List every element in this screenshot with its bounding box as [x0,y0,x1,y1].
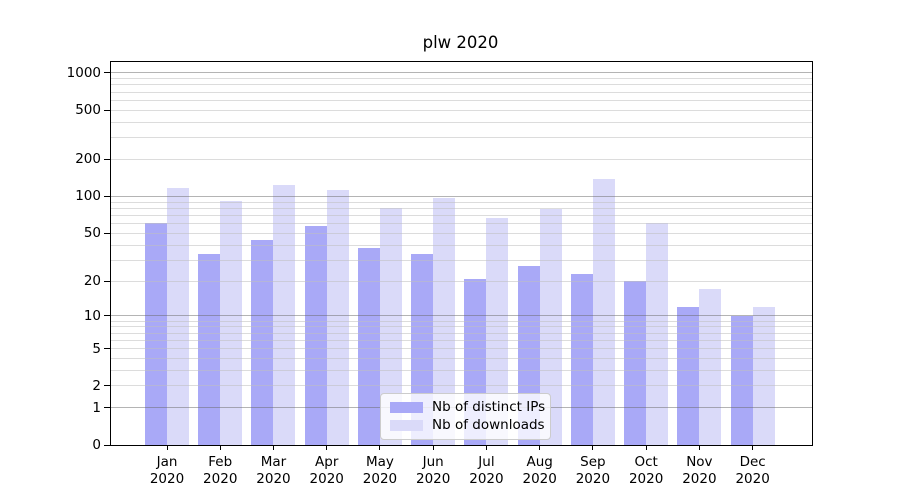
x-tick-may [379,445,381,450]
x-tick-jan [166,445,168,450]
y-tick-50 [104,232,111,234]
minor-gridline-90 [111,201,812,203]
y-tick-500 [104,109,111,111]
y-tick-1 [104,407,111,409]
distinct-ips-bar-dec [730,315,753,445]
x-tick-nov [698,445,700,450]
x-tick-mar [272,445,274,450]
downloads-bar-oct [646,222,669,445]
x-tick-jul [485,445,487,450]
downloads-bar-sep [592,178,615,445]
y-tick-0 [104,444,111,446]
minor-gridline-40 [111,244,812,246]
x-tick-label-oct: Oct 2020 [628,454,664,487]
distinct-ips-bar-apr [304,226,327,445]
y-tick-label-200: 200 [75,151,101,168]
minor-gridline-900 [111,78,812,80]
x-tick-label-apr: Apr 2020 [309,454,344,487]
x-tick-label-jan: Jan 2020 [149,454,185,487]
x-tick-label-feb: Feb 2020 [203,454,238,487]
x-tick-label-sep: Sep 2020 [575,454,611,487]
x-tick-label-jul: Jul 2020 [469,454,504,487]
legend-label-downloads: Nb of downloads [432,417,545,433]
x-tick-label-may: May 2020 [362,454,398,487]
y-tick-10 [104,315,111,317]
downloads-bar-nov [699,289,722,445]
minor-gridline-50 [111,232,812,234]
y-tick-100 [104,195,111,197]
chart-title: plw 2020 [422,33,499,52]
downloads-bar-feb [220,200,243,445]
minor-gridline-700 [111,91,812,93]
x-tick-jun [432,445,434,450]
downloads-bar-dec [752,306,775,445]
x-tick-label-dec: Dec 2020 [735,454,770,487]
y-tick-label-100: 100 [75,188,101,205]
x-tick-apr [326,445,328,450]
x-tick-label-nov: Nov 2020 [682,454,717,487]
plot-area: Nb of distinct IPs Nb of downloads Jan 20… [67,61,813,487]
distinct-ips-bar-sep [570,273,593,445]
y-tick-label-1: 1 [92,399,101,416]
legend: Nb of distinct IPs Nb of downloads [380,393,551,440]
minor-gridline-500 [111,109,812,111]
x-tick-label-jun: Jun 2020 [416,454,451,487]
y-tick-label-2: 2 [92,377,101,394]
minor-gridline-400 [111,121,812,123]
y-tick-label-5: 5 [92,340,101,357]
distinct-ips-bar-jan [145,222,167,445]
minor-gridline-300 [111,137,812,139]
x-tick-feb [219,445,221,450]
x-tick-dec [752,445,754,450]
legend-swatch-downloads [390,420,423,431]
y-tick-label-0: 0 [92,437,101,453]
minor-gridline-80 [111,207,812,209]
y-tick-label-20: 20 [83,273,101,290]
downloads-bar-jul [486,217,509,445]
x-tick-aug [539,445,541,450]
y-tick-label-1000: 1000 [66,64,101,81]
x-tick-sep [592,445,594,450]
downloads-bar-mar [273,184,296,445]
minor-gridline-60 [111,223,812,225]
minor-gridline-70 [111,214,812,216]
legend-item-distinct-ips: Nb of distinct IPs [381,400,550,415]
y-tick-label-10: 10 [83,307,101,324]
distinct-ips-bar-may [357,247,380,445]
distinct-ips-bar-nov [677,306,700,445]
distinct-ips-bar-oct [624,281,647,445]
legend-item-downloads: Nb of downloads [381,418,550,433]
minor-gridline-600 [111,99,812,101]
legend-swatch-distinct-ips [390,402,423,413]
minor-gridline-200 [111,158,812,160]
y-tick-1000 [104,72,111,74]
major-gridline-100 [111,195,812,197]
x-tick-label-aug: Aug 2020 [522,454,557,487]
y-tick-label-50: 50 [83,225,101,242]
x-tick-oct [645,445,647,450]
minor-gridline-800 [111,84,812,86]
y-tick-200 [104,158,111,160]
y-tick-20 [104,280,111,282]
downloads-bar-jan [167,188,189,445]
downloads-bar-apr [326,189,349,445]
major-gridline-1000 [111,72,812,74]
distinct-ips-bar-feb [198,253,221,445]
y-tick-2 [104,385,111,387]
y-tick-label-500: 500 [75,102,101,119]
y-tick-5 [104,348,111,349]
legend-label-distinct-ips: Nb of distinct IPs [432,399,546,415]
distinct-ips-bar-mar [251,240,274,445]
x-tick-label-mar: Mar 2020 [256,454,291,487]
